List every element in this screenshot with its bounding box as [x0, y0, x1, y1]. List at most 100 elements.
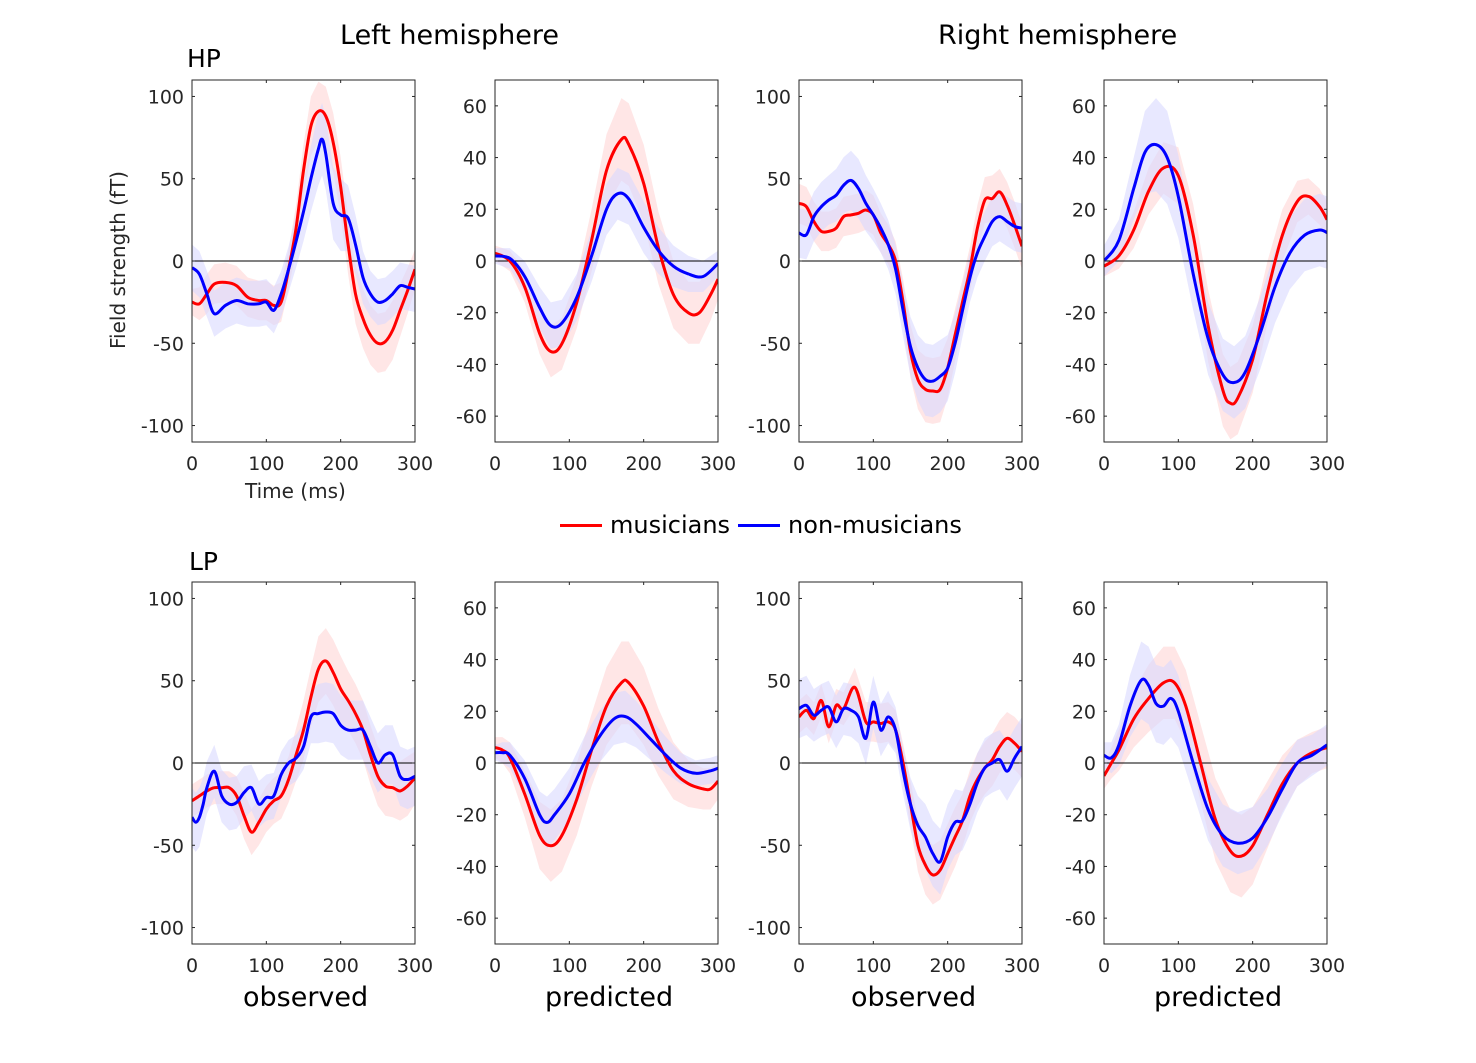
left-hemisphere-title: Left hemisphere: [340, 20, 559, 51]
series-line-musicians: [495, 135, 718, 354]
y-tick-label: -50: [760, 835, 791, 857]
x-tick-label: 300: [1309, 453, 1345, 475]
plot-content: [799, 667, 1022, 905]
y-tick-label: -20: [456, 805, 487, 827]
legend-item-non-musicians: non-musicians: [738, 511, 962, 539]
y-tick-label: 50: [767, 671, 791, 693]
y-tick-label: 60: [1072, 598, 1096, 620]
x-tick-label: 200: [1235, 453, 1271, 475]
series-line-non-musicians: [192, 710, 415, 824]
series-line-musicians: [1104, 678, 1327, 858]
x-tick-label: 300: [397, 955, 433, 977]
band-musicians: [799, 168, 1022, 424]
y-tick-label: 50: [160, 671, 184, 693]
panel-lp-right-predicted: 0 100 200 300 -60 -40 -20 0 20 40 60: [1065, 581, 1345, 977]
band-non-musicians: [1104, 641, 1327, 875]
y-tick-label: 50: [767, 169, 791, 191]
series-line-non-musicians: [1104, 142, 1327, 385]
y-tick-label: -20: [456, 303, 487, 325]
y-tick-label: 0: [1084, 753, 1096, 775]
legend-label-non-musicians: non-musicians: [788, 511, 962, 539]
y-tick-label: 100: [148, 588, 184, 610]
x-tick-label: 200: [323, 955, 359, 977]
column-label-observed-left: observed: [243, 982, 369, 1013]
band-non-musicians: [1104, 98, 1327, 419]
y-tick-label: -40: [456, 354, 487, 376]
x-tick-label: 100: [1160, 453, 1196, 475]
panel-lp-left-predicted: 0 100 200 300 -60 -40 -20 0 20 40 60: [456, 581, 736, 977]
series-line-musicians: [192, 659, 415, 834]
y-tick-label: -40: [1065, 354, 1096, 376]
plot-content: [192, 628, 415, 856]
x-tick-label: 0: [186, 453, 198, 475]
x-tick-label: 100: [248, 955, 284, 977]
panel-hp-right-observed: 0 100 200 300 -100 -50 0 50 100: [748, 79, 1040, 475]
y-tick-label: 0: [172, 753, 184, 775]
series-line-non-musicians: [495, 714, 718, 824]
band-non-musicians: [495, 690, 718, 849]
y-tick-label: -60: [456, 908, 487, 930]
y-tick-label: 0: [1084, 251, 1096, 273]
x-tick-label: 100: [551, 955, 587, 977]
y-tick-label: -60: [1065, 406, 1096, 428]
x-tick-label: 300: [1004, 955, 1040, 977]
x-tick-label: 100: [1160, 955, 1196, 977]
x-tick-label: 100: [248, 453, 284, 475]
y-tick-label: -60: [1065, 908, 1096, 930]
right-hemisphere-title: Right hemisphere: [938, 20, 1178, 51]
column-label-observed-right: observed: [851, 982, 977, 1013]
y-tick-label: -50: [760, 333, 791, 355]
y-tick-label: 100: [755, 86, 791, 108]
y-tick-label: -40: [1065, 856, 1096, 878]
series-line-non-musicians: [1104, 677, 1327, 845]
row-label-lp: LP: [189, 547, 219, 576]
plot-content: [495, 641, 718, 882]
y-tick-label: -100: [748, 918, 791, 940]
y-tick-label: -20: [1065, 805, 1096, 827]
y-tick-label: 100: [148, 86, 184, 108]
x-tick-label: 0: [793, 955, 805, 977]
y-tick-label: 40: [463, 650, 487, 672]
y-tick-label: 20: [1072, 199, 1096, 221]
x-axis-label: Time (ms): [245, 479, 346, 503]
series-line-musicians: [495, 678, 718, 848]
y-tick-label: 20: [463, 701, 487, 723]
x-tick-label: 200: [930, 453, 966, 475]
x-tick-label: 0: [489, 955, 501, 977]
plot-content: [1104, 641, 1327, 898]
y-tick-label: 0: [779, 753, 791, 775]
y-tick-label: 60: [463, 96, 487, 118]
x-tick-label: 100: [855, 453, 891, 475]
x-tick-label: 0: [186, 955, 198, 977]
y-tick-label: 0: [475, 753, 487, 775]
x-tick-label: 100: [855, 955, 891, 977]
x-tick-label: 0: [793, 453, 805, 475]
panel-lp-left-observed: 0 100 200 300 -100 -50 0 50 100: [141, 581, 433, 977]
y-tick-label: 20: [463, 199, 487, 221]
y-tick-label: 100: [755, 588, 791, 610]
x-tick-label: 300: [1004, 453, 1040, 475]
legend-item-musicians: musicians: [560, 511, 730, 539]
band-non-musicians: [799, 675, 1022, 895]
x-tick-label: 0: [1098, 453, 1110, 475]
panel-hp-left-observed: 0 100 200 300 -100 -50 0 50 100: [141, 79, 433, 475]
x-tick-label: 300: [700, 453, 736, 475]
series-line-non-musicians: [799, 178, 1022, 383]
legend: musicians non-musicians: [560, 511, 970, 539]
panel-lp-right-observed: 0 100 200 300 -100 -50 0 50 100: [748, 581, 1040, 977]
plot-content: [495, 98, 718, 378]
plot-content: [1104, 98, 1327, 440]
column-label-predicted-right: predicted: [1154, 982, 1283, 1013]
x-tick-label: 300: [700, 955, 736, 977]
plot-content: [799, 150, 1022, 424]
y-axis-label: Field strength (fT): [106, 171, 130, 349]
y-tick-label: -100: [141, 416, 184, 438]
y-tick-label: -50: [153, 333, 184, 355]
y-tick-label: 60: [463, 598, 487, 620]
y-tick-label: 40: [463, 148, 487, 170]
x-tick-label: 100: [551, 453, 587, 475]
y-tick-label: -50: [153, 835, 184, 857]
series-line-musicians: [1104, 164, 1327, 406]
y-tick-label: -100: [748, 416, 791, 438]
